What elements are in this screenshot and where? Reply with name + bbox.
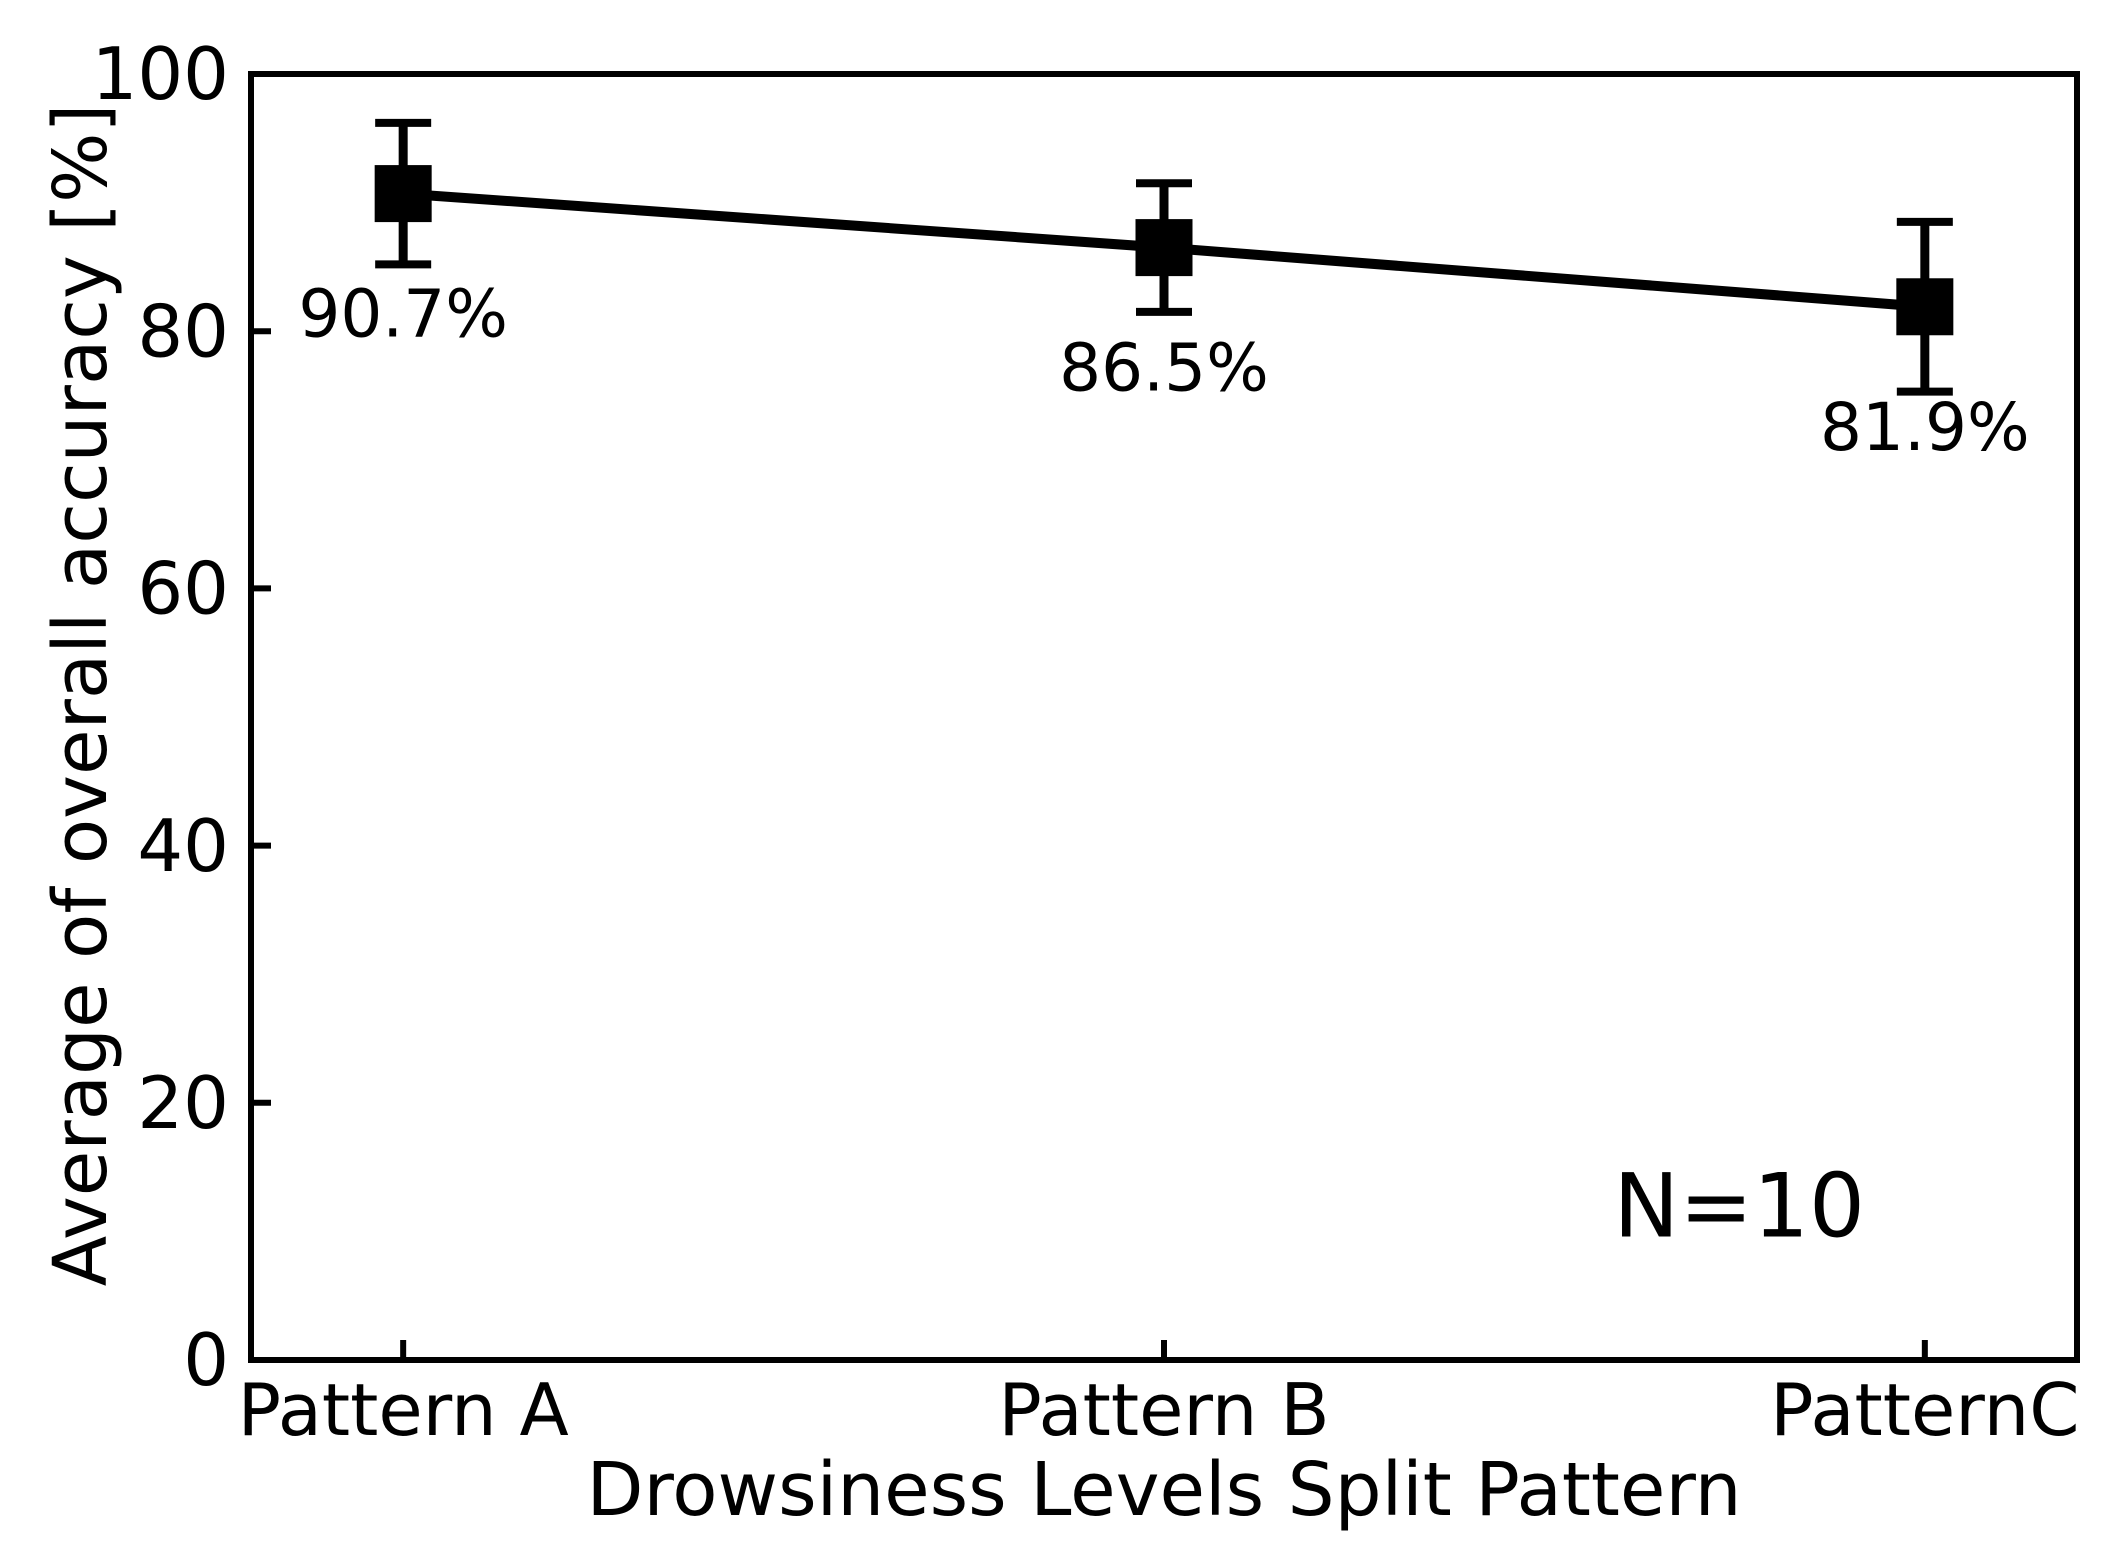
tick-label-layer: 0 20 40 60 80 100 Pattern A Pattern B PatternC [92,32,2080,1452]
y-axis-label: Average of overall accuracy [%] [38,104,124,1287]
x-tick-label: PatternC [1770,1368,2079,1452]
text-layer: 90.7% 86.5% 81.9% Drowsiness Levels Split P… [38,104,2030,1533]
y-tick-label: 20 [137,1061,229,1145]
x-tick-label: Pattern A [238,1368,569,1452]
sample-size-annotation: N=10 [1613,1154,1865,1257]
point-value-label: 90.7% [298,276,508,353]
x-axis-label: Drowsiness Levels Split Pattern [587,1447,1742,1533]
data-point-marker [1896,278,1954,336]
y-tick-label: 80 [137,289,229,373]
point-value-label: 81.9% [1820,389,2030,466]
data-point-marker [1135,219,1193,277]
y-tick-label: 0 [183,1318,229,1402]
data-point-marker [374,165,432,223]
y-tick-label: 60 [137,547,229,631]
tick-layer [251,71,1928,1363]
marker-layer [374,165,1954,336]
point-value-label: 86.5% [1059,330,1269,407]
y-tick-label: 100 [92,32,229,116]
y-tick-label: 40 [137,804,229,888]
x-tick-label: Pattern B [998,1368,1329,1452]
